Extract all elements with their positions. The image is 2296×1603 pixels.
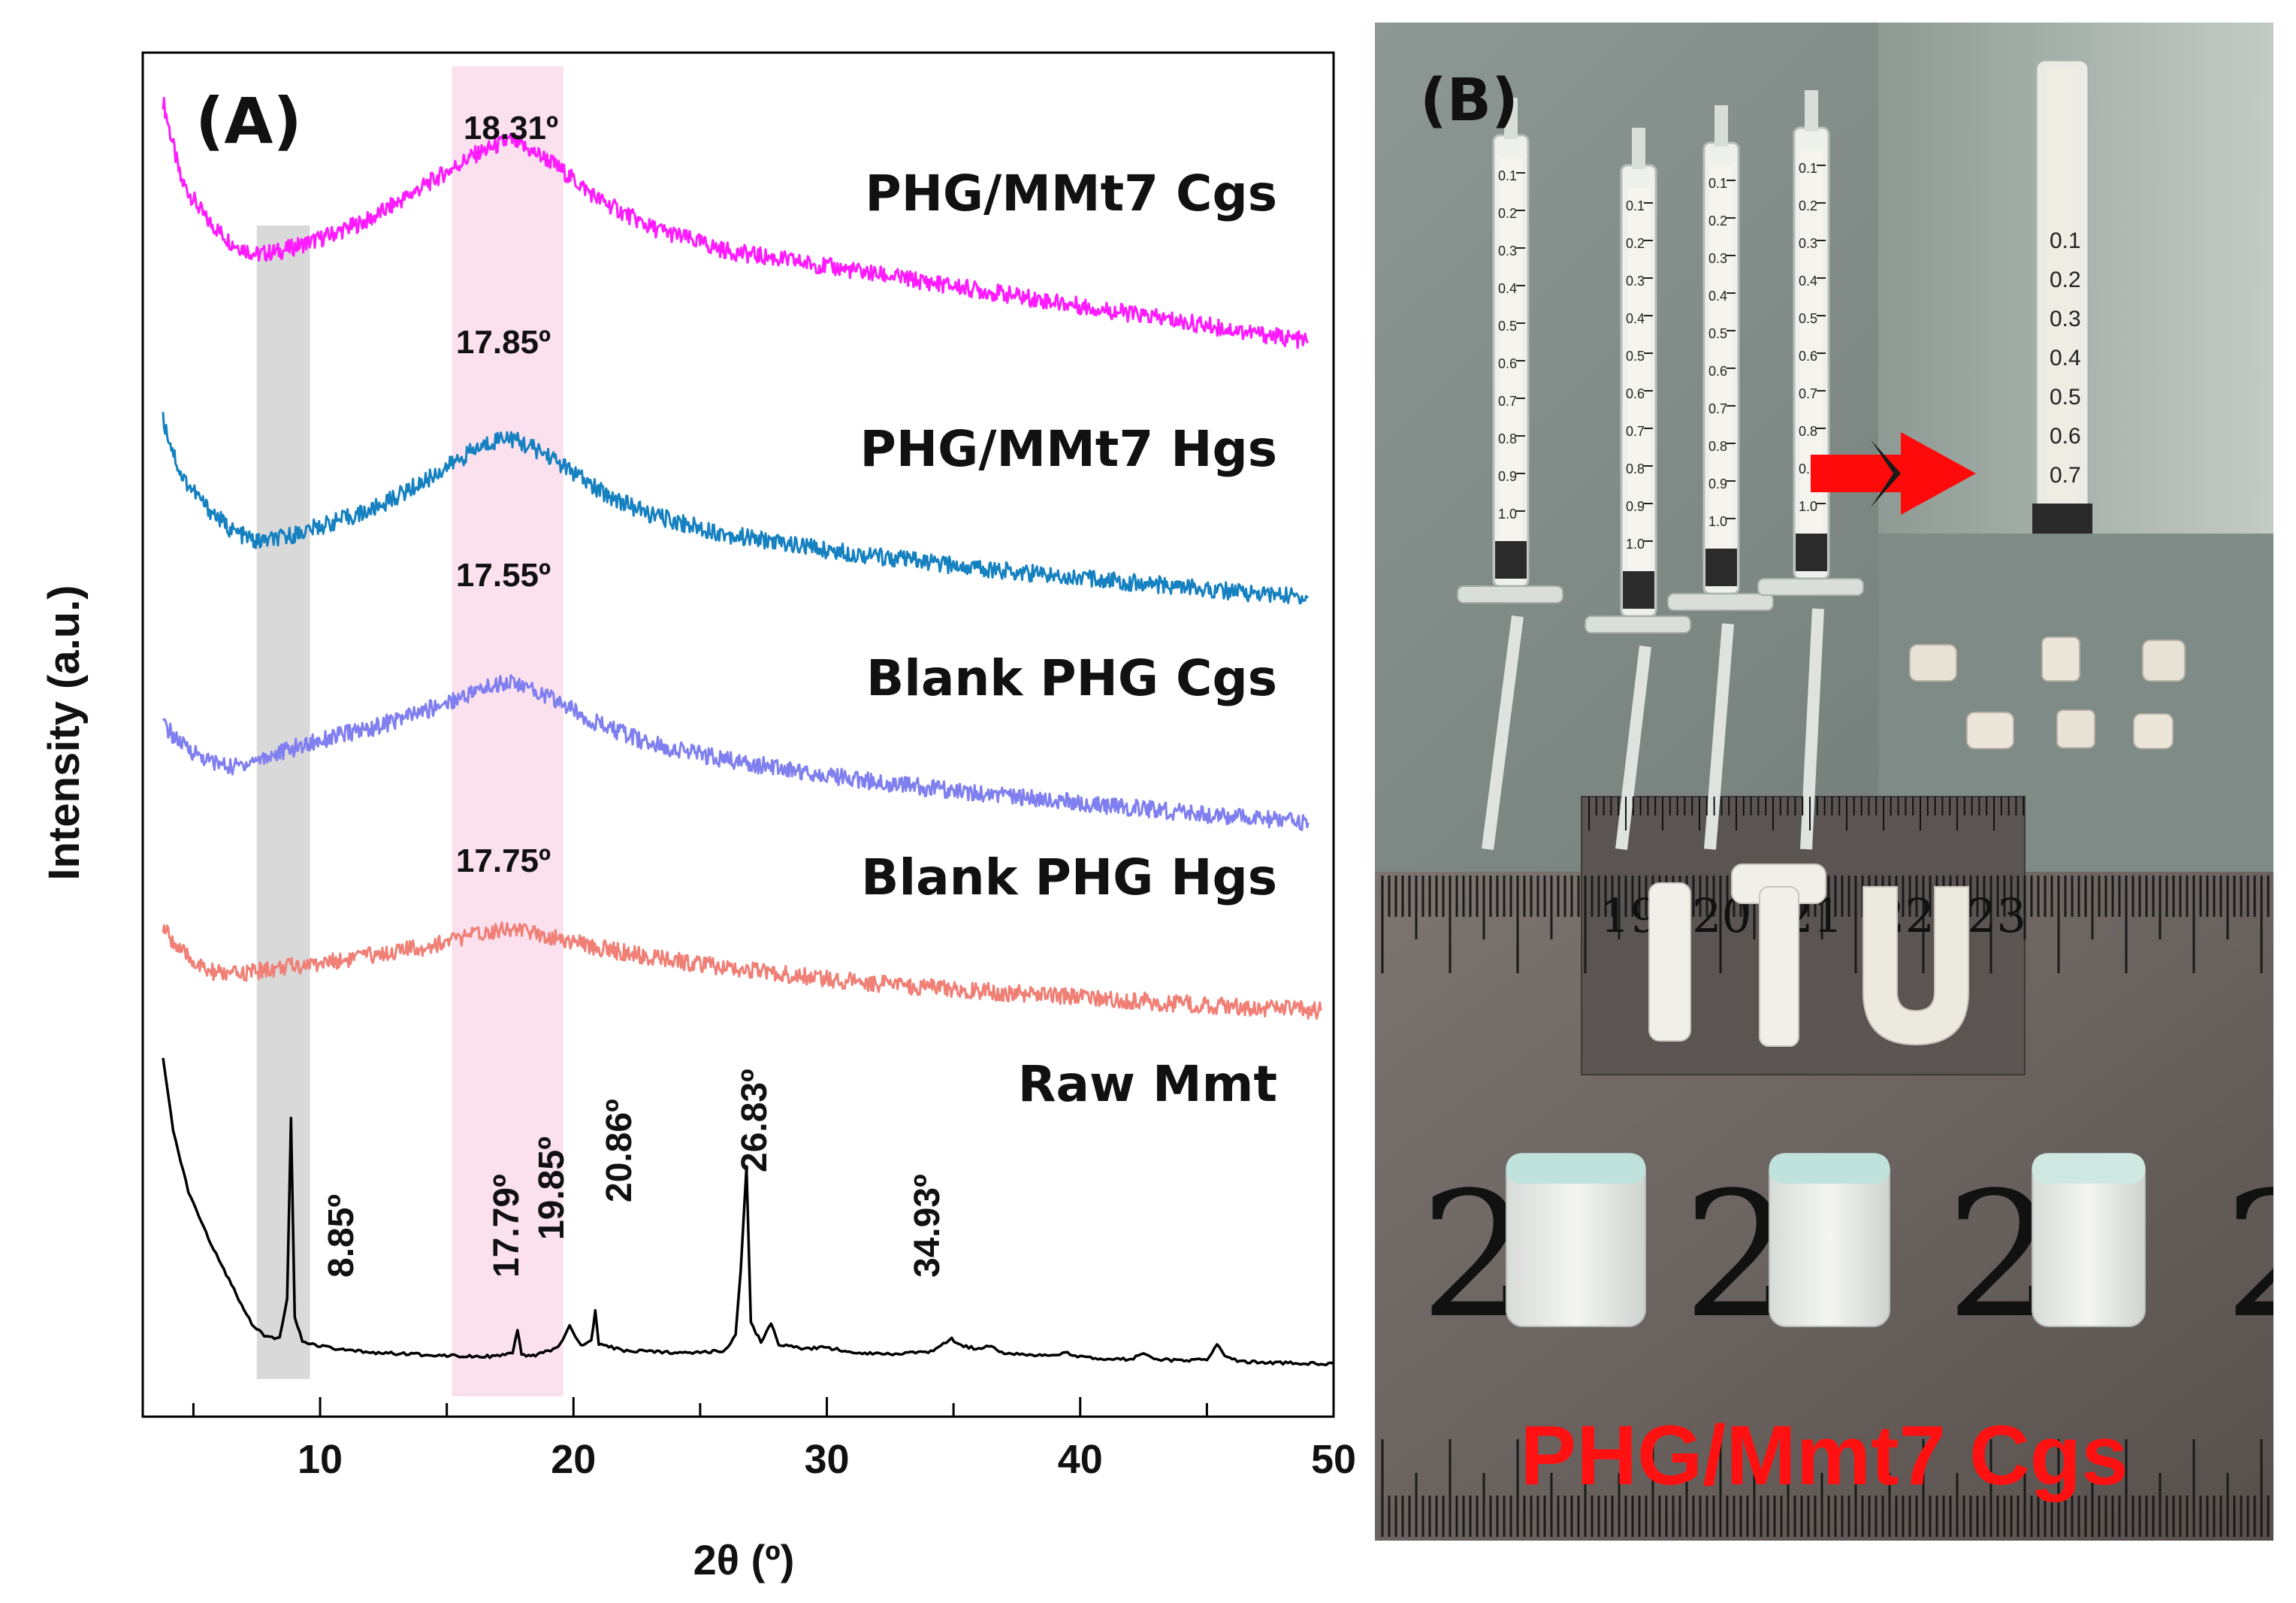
sample-photo-collage: 0.10.20.30.40.50.60.70.80.91.00.10.20.30… <box>1375 23 2273 1541</box>
series-name-label: PHG/MMt7 Cgs <box>865 165 1277 222</box>
syringe-scale-label: 1.0 <box>1799 499 1817 514</box>
closeup-syringe-scale: 0.1 0.2 0.3 0.4 0.5 0.6 0.7 <box>2050 228 2081 488</box>
series-name-label: Raw Mmt <box>1018 1055 1277 1113</box>
syringe-scale-label: 0.6 <box>1626 386 1645 401</box>
peak-label: 17.75º <box>456 842 551 879</box>
syringe-scale-label: 0.5 <box>1626 349 1645 364</box>
x-tick-label: 50 <box>1311 1437 1356 1482</box>
syringe-scale-label: 0.7 <box>1708 401 1727 416</box>
syringe-scale-label: 0.4 <box>1799 274 1817 289</box>
syringe-scale-label: 0.1 <box>1626 198 1645 213</box>
inset-ruler-number: 23 <box>1967 888 2026 943</box>
syringe-scale-label: 0.6 <box>1498 356 1517 371</box>
raw-peak-label: 8.85º <box>322 1194 361 1278</box>
x-axis-label: 2θ (º) <box>693 1536 795 1583</box>
syringe-scale-label: 0.8 <box>1626 461 1645 476</box>
syringe-scale-label: 0.8 <box>1498 431 1517 446</box>
series-name-label: Blank PHG Hgs <box>861 848 1277 906</box>
syringe-scale-label: 0.8 <box>1708 439 1727 454</box>
closeup-scale-label: 0.2 <box>2050 268 2081 292</box>
series-line-3 <box>162 921 1322 1020</box>
syringe-scale-label: 0.5 <box>1708 326 1727 341</box>
syringe-scale-label: 0.6 <box>1708 364 1727 379</box>
syringe-scale-label: 0.1 <box>1498 168 1517 183</box>
series-line-2 <box>162 674 1310 831</box>
series-line-1 <box>162 412 1309 605</box>
syringe-scale-label: 0.5 <box>1498 319 1517 334</box>
syringe-scale-label: 0.3 <box>1498 243 1517 259</box>
syringe-scale-label: 0.6 <box>1799 349 1817 364</box>
syringe-scale-label: 0.9 <box>1708 476 1727 491</box>
syringe-scale-label: 0.3 <box>1626 274 1645 289</box>
plot-frame <box>141 51 1335 1418</box>
closeup-scale-label: 0.1 <box>2050 228 2081 253</box>
panel-label-a: (A) <box>195 84 302 158</box>
series-name-label: Blank PHG Cgs <box>866 649 1277 707</box>
xrd-series <box>162 96 1334 1367</box>
photo-panel-b: 0.1 0.2 0.3 0.4 0.5 0.6 0.7 0.8 0.9 1.0 0.1 0.2 0.3 0… <box>1375 23 2273 1541</box>
syringe: 0.1 0.2 0.3 0.4 0.5 0.6 0.7 0.8 0.9 1.0 <box>1667 105 1774 850</box>
peak-label: 18.31º <box>464 110 558 147</box>
shaped-gel-letters <box>1648 864 1969 1047</box>
x-tick-label: 20 <box>551 1437 596 1482</box>
small-gel-pieces <box>1909 637 2186 749</box>
syringe-scale-label: 0.3 <box>1708 251 1727 266</box>
syringe-scale-label: 0.4 <box>1498 281 1517 296</box>
syringe-scale-label: 0.7 <box>1626 424 1645 439</box>
syringe-scale-label: 1.0 <box>1708 514 1727 529</box>
peak-label: 17.85º <box>456 324 551 361</box>
syringe-scale-label: 1.0 <box>1498 507 1517 522</box>
syringe-scale-label: 0.1 <box>1708 176 1727 191</box>
syringe-scale-label: 0.4 <box>1708 289 1727 304</box>
chart-labels: PHG/MMt7 Cgs 18.31º PHG/MMt7 Hgs 17.85º Blan… <box>40 84 1277 1583</box>
highlight-bands <box>256 66 563 1396</box>
syringe-scale-label: 0.5 <box>1799 311 1817 326</box>
syringe: 0.1 0.2 0.3 0.4 0.5 0.6 0.7 0.8 0.9 1.0 <box>1457 98 1563 851</box>
red-arrow-icon <box>1811 432 1976 515</box>
syringe-scale-label: 0.2 <box>1626 236 1645 251</box>
raw-peak-label: 34.93º <box>908 1174 947 1278</box>
syringe-scale-label: 0.7 <box>1498 394 1517 409</box>
syringe-scale-label: 0.9 <box>1498 469 1517 484</box>
highlight-band-pink <box>452 66 563 1396</box>
syringe-scale-label: 0.8 <box>1799 424 1817 439</box>
syringe-scale-label: 0.2 <box>1799 198 1817 213</box>
highlight-band-grey <box>256 225 310 1379</box>
syringe: 0.1 0.2 0.3 0.4 0.5 0.6 0.7 0.8 0.9 1.0 <box>1585 128 1691 850</box>
gel-cylinders <box>1506 1153 2146 1327</box>
x-tick-label: 30 <box>804 1437 849 1482</box>
closeup-scale-label: 0.3 <box>2050 307 2081 331</box>
raw-peak-label: 20.86º <box>600 1099 639 1202</box>
series-line-0 <box>162 96 1310 349</box>
xrd-chart: 10 20 30 40 50 PHG/MMt7 Cgs 18.31º PHG/MMt7 Hg… <box>40 51 1356 1583</box>
closeup-syringe <box>2032 59 2092 534</box>
raw-peak-label: 26.83º <box>735 1069 775 1172</box>
x-tick-label: 40 <box>1058 1437 1103 1482</box>
series-name-label: PHG/MMt7 Hgs <box>860 420 1277 478</box>
raw-peak-label: 19.85º <box>532 1136 572 1240</box>
closeup-scale-label: 0.6 <box>2050 424 2081 449</box>
syringe-scale-label: 0.2 <box>1708 213 1727 228</box>
x-axis: 10 20 30 40 50 <box>192 1397 1356 1482</box>
closeup-scale-label: 0.4 <box>2050 346 2081 371</box>
ruler-large-digits: 2222 <box>1420 1156 2273 1357</box>
syringe-scale-label: 0.9 <box>1626 499 1645 514</box>
syringe-scale-label: 0.3 <box>1799 236 1817 251</box>
syringe-scale-label: 0.7 <box>1799 386 1817 401</box>
series-line-4 <box>162 1057 1334 1367</box>
syringe-scale-label: 0.2 <box>1498 206 1517 221</box>
y-axis-label: Intensity (a.u.) <box>40 585 89 880</box>
raw-peak-label: 17.79º <box>487 1174 527 1278</box>
photo-caption: PHG/Mmt7 Cgs <box>1521 1408 2128 1502</box>
syringe-scale-label: 0.1 <box>1799 161 1817 176</box>
syringe-scale-label: 0.4 <box>1626 311 1645 326</box>
panel-label-b: (B) <box>1420 67 1518 135</box>
ruler-digit: 2 <box>2224 1156 2273 1357</box>
x-tick-label: 10 <box>298 1437 343 1482</box>
closeup-scale-label: 0.5 <box>2050 385 2081 410</box>
syringe-scale-label: 1.0 <box>1626 537 1645 552</box>
peak-label: 17.55º <box>456 557 551 594</box>
closeup-scale-label: 0.7 <box>2050 463 2081 488</box>
